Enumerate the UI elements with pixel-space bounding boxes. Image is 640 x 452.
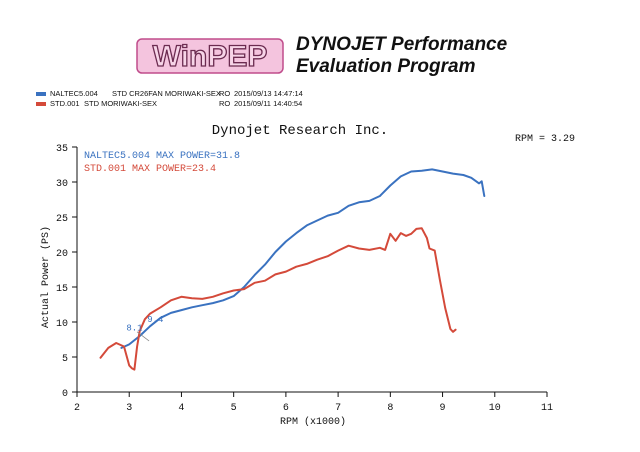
run-color-swatch bbox=[36, 102, 46, 107]
y-tick-label: 20 bbox=[56, 249, 68, 260]
y-axis-label: Actual Power (PS) bbox=[40, 226, 52, 328]
series-line-std-001 bbox=[99, 227, 457, 371]
run-list: NALTEC5.004 STD CR26FAN MORIWAKI-SEX RO … bbox=[36, 89, 303, 109]
x-tick-label: 2 bbox=[74, 403, 80, 414]
series-line-naltec5-004 bbox=[120, 168, 486, 349]
run-description: STD CR26FAN MORIWAKI-SEX bbox=[112, 89, 221, 98]
x-tick-label: 6 bbox=[283, 403, 289, 414]
logo-text: WinPEP bbox=[153, 40, 268, 73]
legend-entry: STD.001 MAX POWER=23.4 bbox=[84, 164, 216, 175]
x-tick-label: 10 bbox=[489, 403, 501, 414]
axes: 0 5 10 15 20 25 30 35 2 3 4 5 6 7 8 9 10 11 bbox=[56, 144, 553, 414]
x-tick-label: 11 bbox=[541, 403, 553, 414]
subtitle-line-1: DYNOJET Performance bbox=[296, 34, 508, 55]
run-row-naltec: NALTEC5.004 STD CR26FAN MORIWAKI-SEX RO … bbox=[36, 89, 303, 99]
x-tick-label: 5 bbox=[231, 403, 237, 414]
y-tick-label: 15 bbox=[56, 284, 68, 295]
legend-entry: NALTEC5.004 MAX POWER=31.8 bbox=[84, 151, 240, 162]
x-tick-label: 7 bbox=[335, 403, 341, 414]
y-tick-label: 10 bbox=[56, 319, 68, 330]
x-tick-label: 3 bbox=[126, 403, 132, 414]
y-tick-label: 25 bbox=[56, 214, 68, 225]
y-tick-label: 5 bbox=[62, 354, 68, 365]
run-date: 2015/09/11 14:40:54 bbox=[234, 99, 303, 108]
run-date: 2015/09/13 14:47:14 bbox=[234, 89, 303, 98]
subtitle-line-2: Evaluation Program bbox=[296, 56, 476, 77]
winpep-logo: WinPEP bbox=[136, 36, 284, 76]
run-row-std: STD.001 STD MORIWAKI-SEX RO 2015/09/11 1… bbox=[36, 99, 302, 109]
x-tick-label: 8 bbox=[387, 403, 393, 414]
cursor-annotation: 8.1 bbox=[126, 323, 142, 333]
y-tick-label: 0 bbox=[62, 389, 68, 400]
run-color-swatch bbox=[36, 92, 46, 97]
y-tick-label: 30 bbox=[56, 179, 68, 190]
chart-title: Dynojet Research Inc. bbox=[212, 123, 388, 139]
cursor-marker bbox=[136, 331, 150, 342]
run-description: STD MORIWAKI-SEX bbox=[84, 99, 158, 108]
cursor-annotation: 9.4 bbox=[147, 315, 163, 325]
x-axis-label: RPM (x1000) bbox=[280, 416, 346, 428]
program-subtitle: DYNOJET Performance Evaluation Program bbox=[296, 34, 507, 78]
run-file: NALTEC5.004 bbox=[50, 89, 98, 98]
run-code: RO bbox=[219, 99, 231, 108]
y-tick-label: 35 bbox=[56, 144, 68, 155]
x-tick-label: 4 bbox=[178, 403, 184, 414]
plot-area: NALTEC5.004 MAX POWER=31.8 STD.001 MAX PO… bbox=[84, 151, 486, 371]
x-tick-label: 9 bbox=[440, 403, 446, 414]
run-code: RO bbox=[219, 89, 231, 98]
rpm-readout: RPM = 3.29 bbox=[515, 134, 575, 145]
run-file: STD.001 bbox=[50, 99, 80, 108]
